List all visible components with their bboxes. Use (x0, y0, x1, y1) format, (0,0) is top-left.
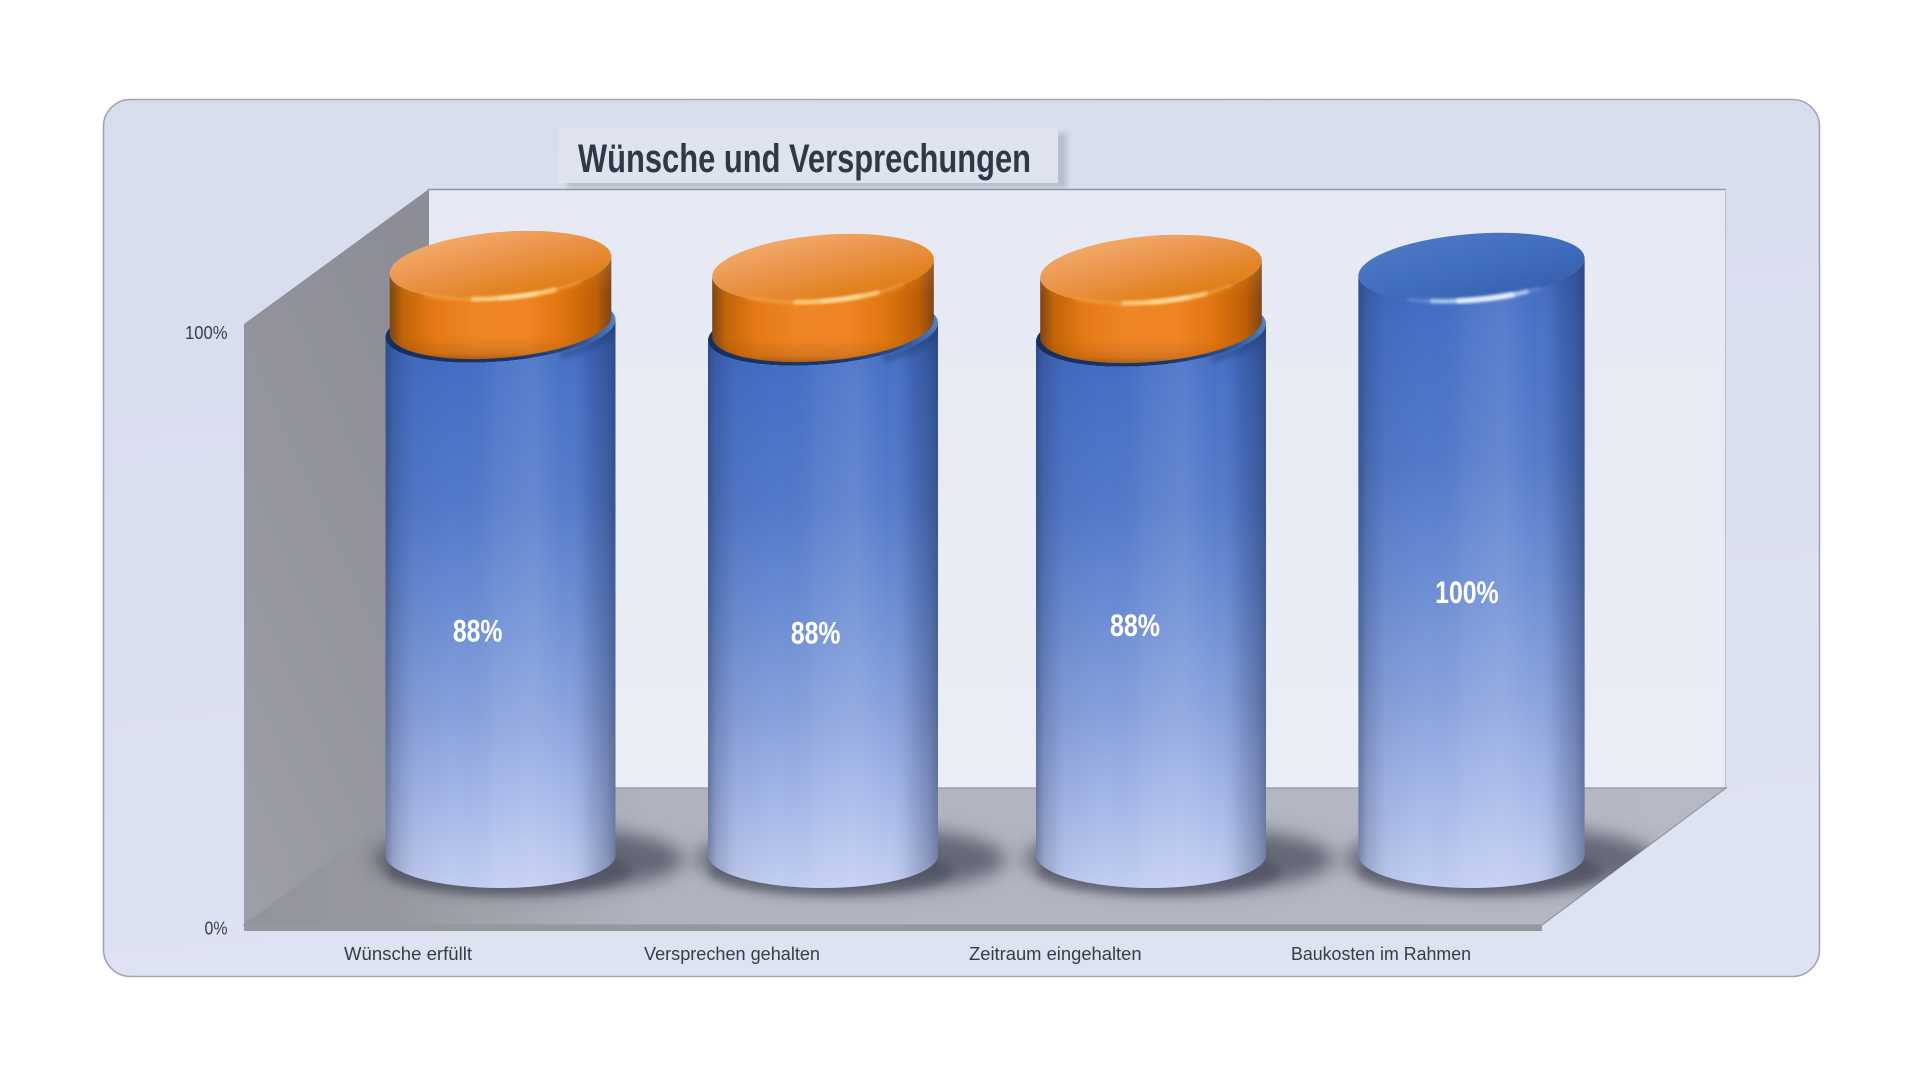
svg-text:88%: 88% (1110, 607, 1160, 643)
svg-text:88%: 88% (453, 613, 503, 649)
svg-text:100%: 100% (1435, 574, 1499, 610)
svg-text:Wünsche erfüllt: Wünsche erfüllt (344, 944, 472, 964)
svg-text:Baukosten im Rahmen: Baukosten im Rahmen (1291, 944, 1471, 964)
svg-text:Versprechen gehalten: Versprechen gehalten (644, 944, 820, 964)
svg-text:100%: 100% (185, 322, 228, 343)
svg-text:88%: 88% (791, 615, 841, 651)
svg-text:Wünsche und Versprechungen: Wünsche und Versprechungen (578, 137, 1031, 181)
svg-text:Zeitraum eingehalten: Zeitraum eingehalten (969, 944, 1142, 964)
svg-text:0%: 0% (205, 918, 228, 939)
